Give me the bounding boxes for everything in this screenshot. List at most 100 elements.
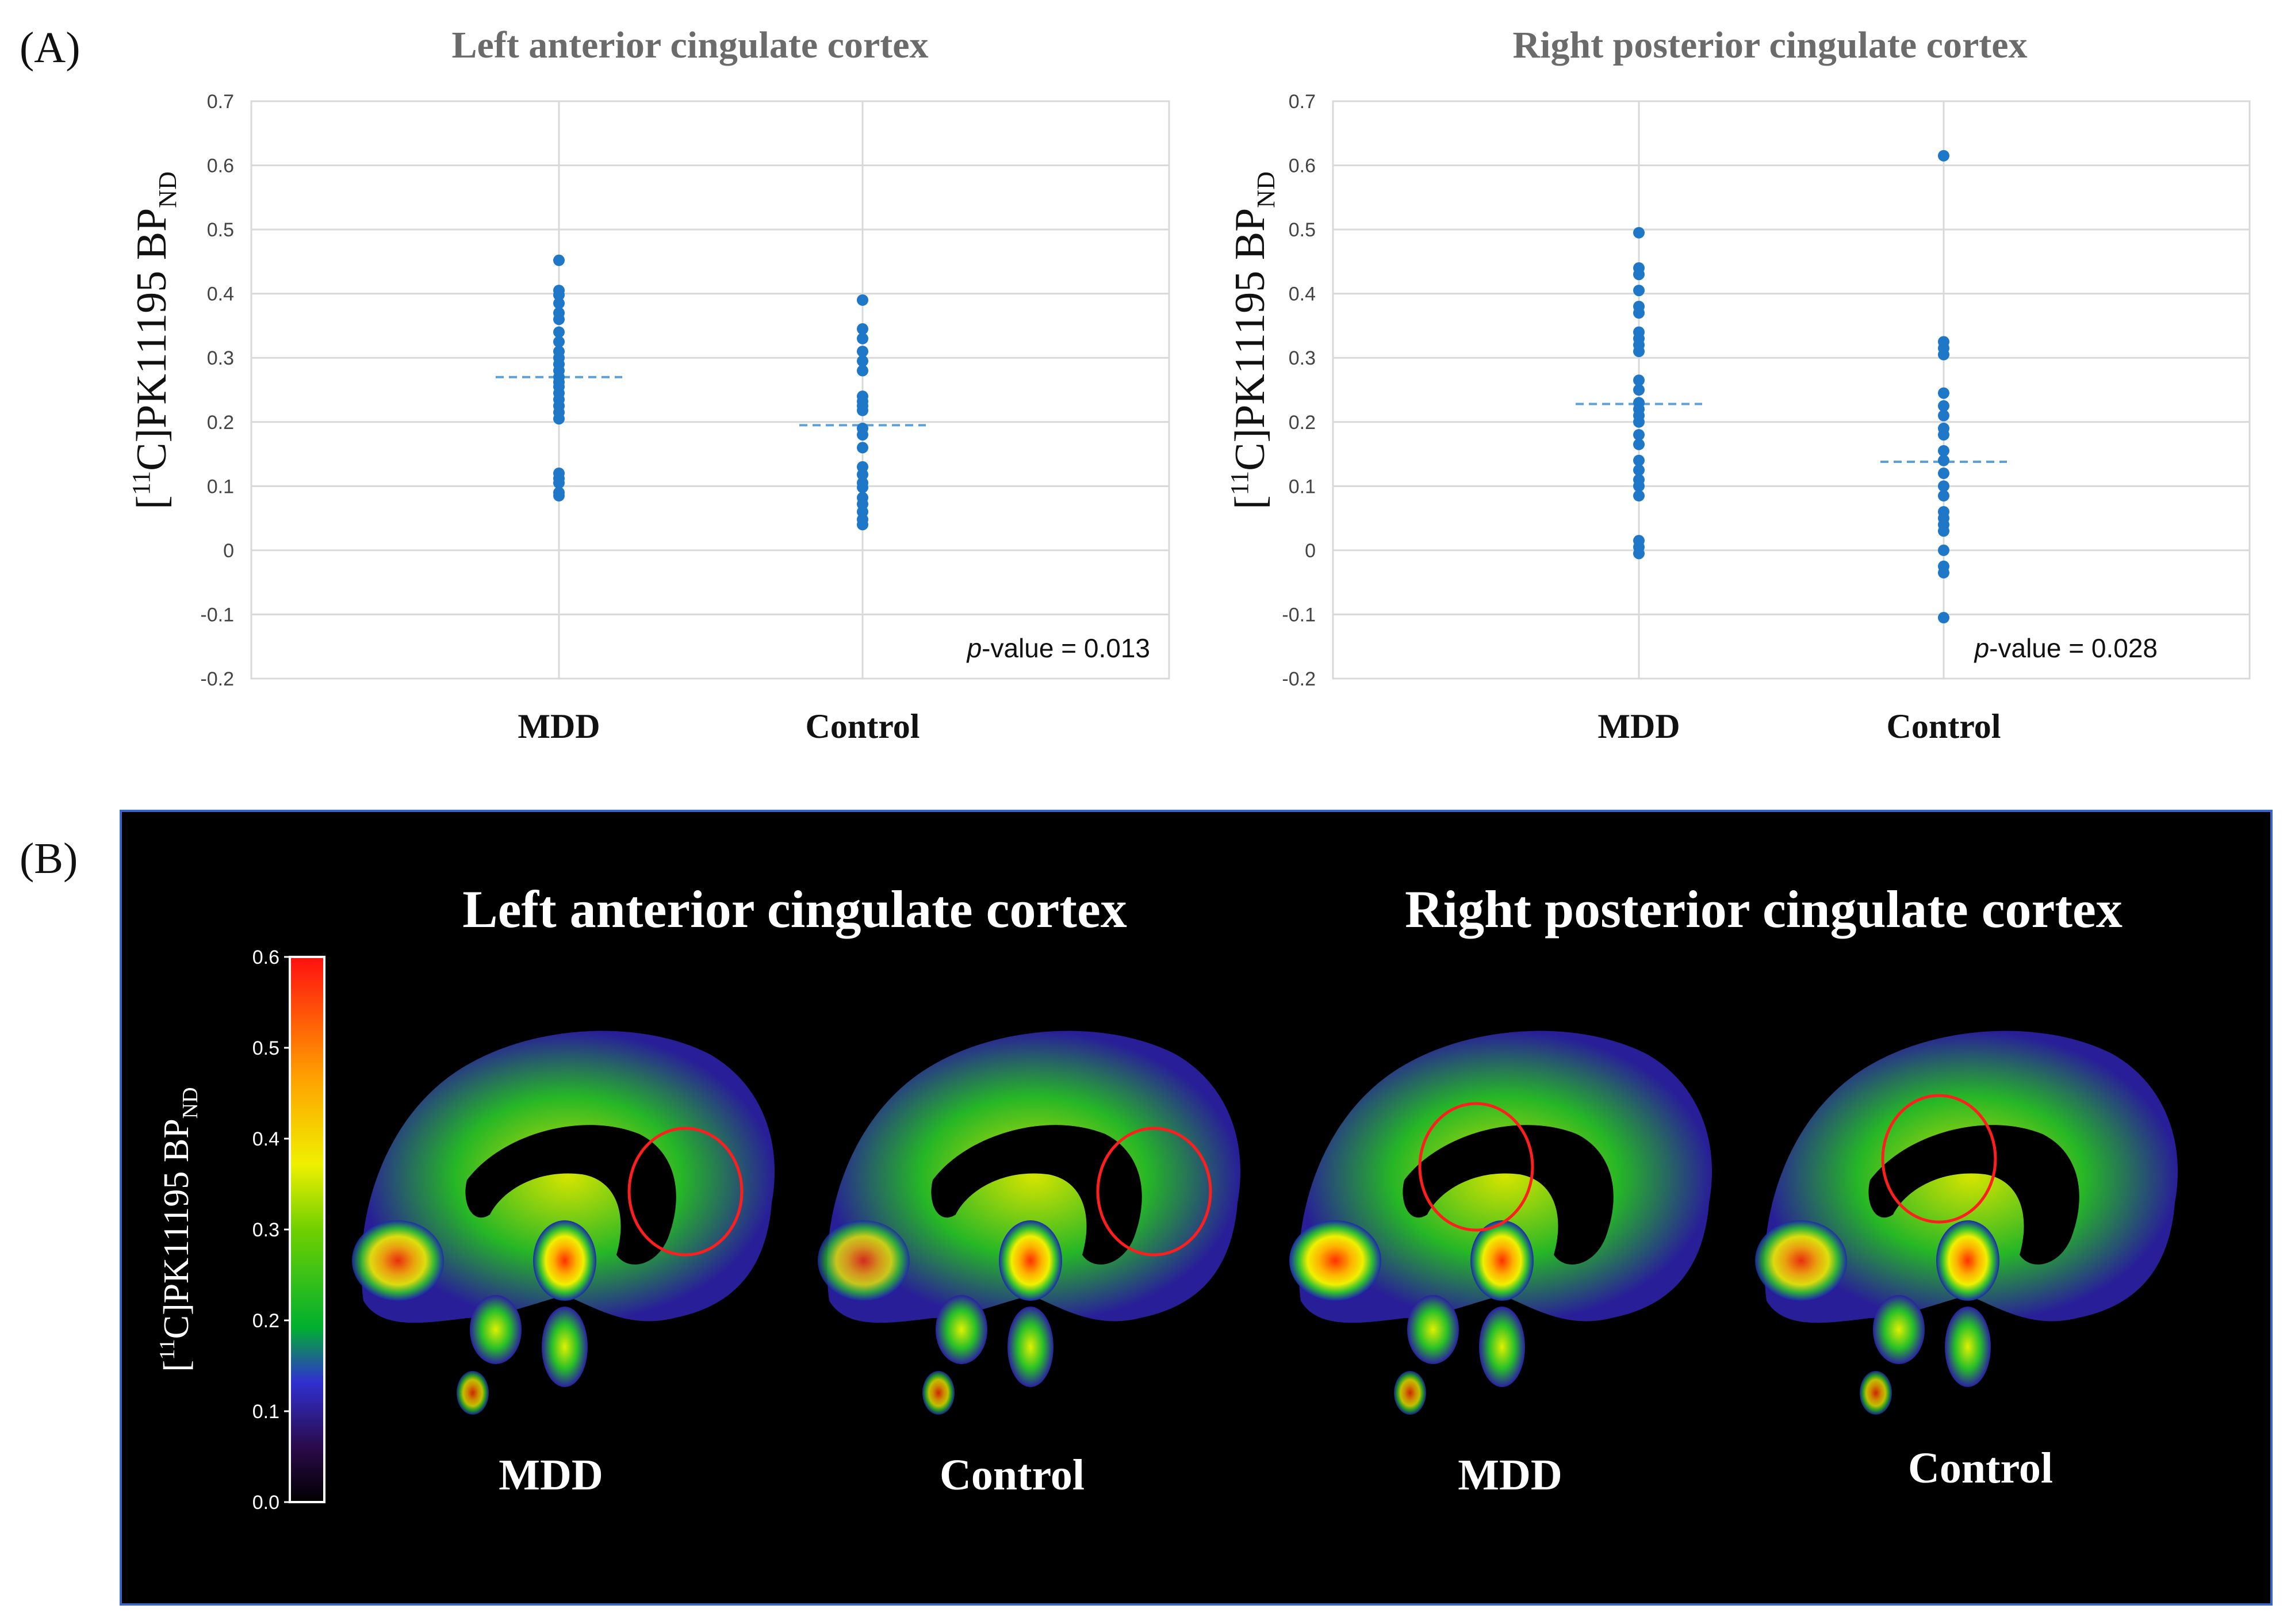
data-point-mdd [553, 254, 565, 266]
y-tick-label: 0.1 [207, 476, 234, 497]
data-point-control [857, 429, 868, 441]
chart-right-posterior-cingulate: Right posterior cingulate cortex [11C]PK… [1225, 24, 2251, 745]
brain-label-4: Control [1908, 1444, 2053, 1492]
plot-area [250, 100, 1170, 680]
data-point-mdd [1633, 346, 1645, 358]
colorbar-tick-label: 0.2 [252, 1310, 279, 1332]
data-point-control [1938, 150, 1949, 162]
data-point-mdd [1633, 464, 1645, 476]
data-point-mdd [553, 326, 565, 338]
brain-slice-4 [1755, 1031, 2178, 1415]
data-point-mdd [1633, 269, 1645, 281]
y-tick-label: 0.5 [1289, 219, 1316, 241]
y-tick-label: -0.2 [200, 668, 234, 690]
colorbar-tick-label: 0.4 [252, 1128, 279, 1150]
p-value-annotation: p-value = 0.013 [966, 633, 1150, 663]
data-point-mdd [553, 313, 565, 325]
colorbar-tick-label: 0.1 [252, 1401, 279, 1423]
data-point-control [857, 365, 868, 377]
data-point-control [1938, 544, 1949, 556]
data-point-control [857, 442, 868, 454]
p-value-annotation: p-value = 0.028 [1974, 633, 2158, 663]
data-point-mdd [553, 289, 565, 301]
colorbar-tick-label: 0.5 [252, 1037, 279, 1059]
data-point-mdd [553, 297, 565, 309]
data-point-mdd [1633, 429, 1645, 441]
chart-title: Left anterior cingulate cortex [452, 24, 929, 66]
panel-a-label: (A) [20, 24, 81, 72]
roi-circle [627, 1127, 744, 1257]
y-tick-label: 0.4 [1289, 284, 1316, 305]
y-axis-label: [11C]PK11195 BPND [1225, 171, 1280, 510]
data-point-control [1938, 480, 1949, 492]
y-tick-label: 0.1 [1289, 476, 1316, 497]
data-point-control [857, 332, 868, 344]
colorbar-tick-label: 0.6 [252, 947, 279, 968]
imaging-title-right: Right posterior cingulate cortex [1405, 880, 2123, 939]
y-tick-label: 0.7 [207, 91, 234, 113]
y-tick-label: 0.3 [1289, 347, 1316, 369]
y-tick-label: 0.6 [207, 155, 234, 177]
roi-circle [1881, 1094, 1997, 1224]
data-point-control [1938, 348, 1949, 361]
y-tick-label: 0 [223, 540, 234, 562]
data-point-control [1938, 454, 1949, 466]
colorbar: 0.6 0.5 0.4 0.3 0.2 0.1 0.0 [11C]PK11195 BPND [155, 947, 325, 1514]
data-point-control [1938, 566, 1949, 579]
data-point-mdd [1633, 438, 1645, 450]
data-point-mdd [553, 336, 565, 348]
data-point-control [857, 519, 868, 531]
y-tick-label: 0.4 [207, 284, 234, 305]
roi-circle [1096, 1127, 1212, 1257]
data-point-control [1938, 409, 1949, 422]
data-point-mdd [553, 477, 565, 489]
colorbar-tick-label: 0.0 [252, 1492, 279, 1514]
data-point-control [1938, 400, 1949, 412]
y-tick-label: -0.1 [200, 604, 234, 626]
data-point-mdd [1633, 416, 1645, 428]
y-tick-label: 0.3 [207, 347, 234, 369]
data-point-control [1938, 445, 1949, 457]
data-point-mdd [1633, 454, 1645, 466]
brain-slice-1 [352, 1031, 775, 1415]
data-point-control [857, 481, 868, 493]
y-tick-label: 0.7 [1289, 91, 1316, 113]
brain-slice-2 [818, 1031, 1241, 1415]
data-point-control [1938, 490, 1949, 502]
data-point-mdd [1633, 384, 1645, 396]
data-point-mdd [1633, 285, 1645, 297]
data-point-mdd [553, 490, 565, 502]
svg-text:[11C]PK11195 BPND: [11C]PK11195 BPND [1225, 171, 1280, 510]
data-point-mdd [1633, 490, 1645, 502]
colorbar-label: [11C]PK11195 BPND [155, 1087, 202, 1372]
data-point-control [857, 346, 868, 358]
data-point-control [857, 323, 868, 335]
y-axis-label: [11C]PK11195 BPND [127, 171, 182, 510]
x-tick-label-control: Control [806, 707, 920, 745]
data-point-mdd [553, 413, 565, 425]
data-point-mdd [1633, 374, 1645, 386]
brain-label-1: MDD [499, 1451, 603, 1499]
data-point-mdd [1633, 480, 1645, 492]
x-tick-label-mdd: MDD [1597, 707, 1680, 745]
y-tick-label: 0.5 [207, 219, 234, 241]
brain-label-3: MDD [1458, 1451, 1562, 1499]
brain-label-2: Control [940, 1451, 1085, 1499]
data-point-control [1938, 387, 1949, 399]
y-tick-label: 0.6 [1289, 155, 1316, 177]
data-point-mdd [1633, 227, 1645, 239]
x-tick-label-mdd: MDD [518, 707, 600, 745]
data-point-control [857, 469, 868, 481]
pet-imaging-svg: Left anterior cingulate cortex Right pos… [155, 880, 2178, 1514]
x-tick-label-control: Control [1887, 707, 2001, 745]
data-point-control [1938, 525, 1949, 537]
colorbar-tick-label: 0.3 [252, 1219, 279, 1241]
y-tick-label: 0.2 [1289, 412, 1316, 434]
imaging-title-left: Left anterior cingulate cortex [462, 880, 1127, 939]
data-point-control [857, 355, 868, 367]
y-tick-label: 0.2 [207, 412, 234, 434]
y-tick-label: -0.1 [1282, 604, 1316, 626]
chart-left-anterior-cingulate: Left anterior cingulate cortex [11C]PK11… [127, 24, 1170, 745]
data-point-mdd [1633, 307, 1645, 319]
y-tick-label: -0.2 [1282, 668, 1316, 690]
